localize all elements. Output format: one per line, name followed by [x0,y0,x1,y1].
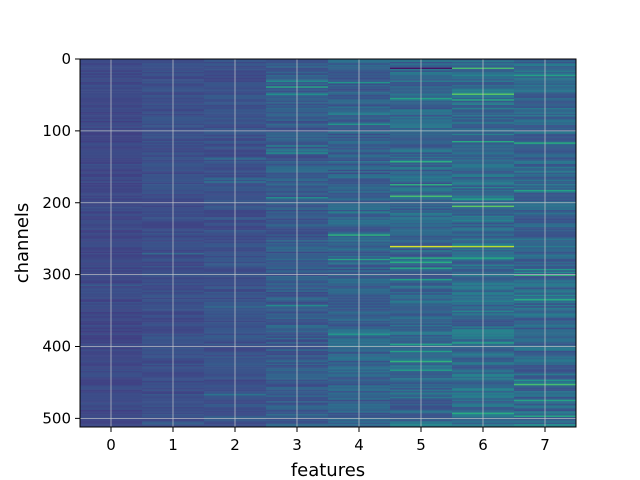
x-tick-label: 3 [292,436,302,454]
y-tick-label: 500 [42,409,71,427]
axes-frame [79,58,577,428]
x-axis-ticks: 0 1 2 3 4 5 6 7 [106,427,550,454]
heatmap-cells [80,59,577,428]
x-tick-label: 0 [106,436,116,454]
y-tick-label: 200 [42,194,71,212]
y-tick-label: 300 [42,266,71,284]
x-tick-label: 7 [540,436,550,454]
y-axis-ticks: 0 100 200 300 400 500 [42,50,80,427]
x-tick-label: 4 [354,436,364,454]
y-tick-label: 100 [42,122,71,140]
x-tick-label: 2 [230,436,240,454]
y-tick-label: 0 [61,50,71,68]
x-tick-label: 1 [168,436,178,454]
grid-lines [80,58,576,427]
x-tick-label: 5 [416,436,426,454]
y-tick-label: 400 [42,338,71,356]
x-tick-label: 6 [478,436,488,454]
y-axis-label: channels [12,203,33,284]
x-axis-label: features [291,460,365,480]
